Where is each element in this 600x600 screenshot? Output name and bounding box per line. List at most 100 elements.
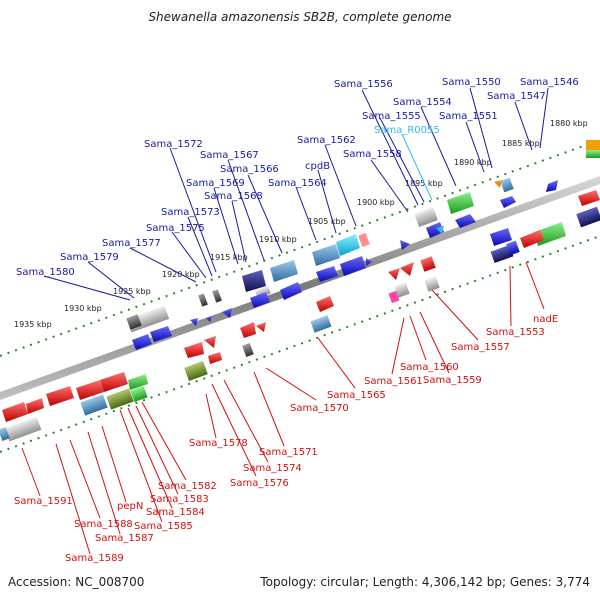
gene-feature[interactable] <box>184 361 208 381</box>
gene-feature[interactable] <box>366 258 372 266</box>
gene-feature[interactable] <box>100 372 128 392</box>
gene-feature[interactable] <box>0 426 10 442</box>
gene-feature[interactable] <box>250 292 270 308</box>
gene-feature[interactable] <box>206 316 212 322</box>
gene-feature[interactable] <box>506 240 520 256</box>
gene-label[interactable]: Sama_1576 <box>230 478 289 489</box>
gene-label[interactable]: pepN <box>117 501 143 512</box>
gene-feature[interactable] <box>46 386 74 406</box>
gene-label[interactable]: Sama_1591 <box>14 496 73 507</box>
gene-label[interactable]: Sama_1564 <box>268 178 327 189</box>
gene-label[interactable]: Sama_1559 <box>423 375 482 386</box>
gene-feature[interactable] <box>208 352 222 364</box>
gene-feature[interactable] <box>336 234 360 256</box>
gene-feature[interactable] <box>256 322 266 332</box>
gene-label[interactable]: Sama_1566 <box>220 164 279 175</box>
gene-feature[interactable] <box>150 326 172 342</box>
gene-feature[interactable] <box>520 230 544 248</box>
gene-label[interactable]: Sama_R0055 <box>374 125 440 136</box>
gene-feature[interactable] <box>358 232 370 248</box>
gene-feature[interactable] <box>586 150 600 158</box>
gene-label[interactable]: Sama_1573 <box>161 207 220 218</box>
gene-feature[interactable] <box>500 177 514 193</box>
gene-label[interactable]: Sama_1557 <box>451 342 510 353</box>
gene-feature[interactable] <box>424 276 440 292</box>
gene-feature[interactable] <box>240 322 256 338</box>
gene-feature[interactable] <box>400 262 414 276</box>
gene-feature[interactable] <box>270 260 298 282</box>
gene-feature[interactable] <box>316 266 338 282</box>
gene-label[interactable]: Sama_1560 <box>400 362 459 373</box>
gene-feature[interactable] <box>242 342 254 358</box>
gene-feature[interactable] <box>80 394 108 416</box>
gene-feature[interactable] <box>204 336 216 348</box>
gene-label[interactable]: Sama_1574 <box>243 463 302 474</box>
gene-feature[interactable] <box>198 293 208 307</box>
gene-feature[interactable] <box>436 226 444 234</box>
gene-label[interactable]: Sama_1547 <box>487 91 546 102</box>
gene-feature[interactable] <box>280 282 302 300</box>
gene-feature[interactable] <box>455 214 476 228</box>
gene-feature[interactable] <box>490 244 514 264</box>
gene-label[interactable]: Sama_1588 <box>74 519 133 530</box>
gene-feature[interactable] <box>2 402 28 422</box>
gene-feature[interactable] <box>316 296 334 312</box>
gene-label[interactable]: Sama_1575 <box>146 223 205 234</box>
gene-feature[interactable] <box>184 342 204 358</box>
gene-feature[interactable] <box>76 380 104 400</box>
gene-feature[interactable] <box>106 388 134 410</box>
gene-feature[interactable] <box>400 240 410 250</box>
gene-label[interactable]: Sama_1585 <box>134 521 193 532</box>
gene-label[interactable]: cpdB <box>305 161 330 172</box>
gene-label[interactable]: Sama_1550 <box>442 77 501 88</box>
gene-feature[interactable] <box>586 140 600 150</box>
gene-label[interactable]: Sama_1572 <box>144 139 203 150</box>
gene-feature[interactable] <box>212 289 222 303</box>
gene-feature[interactable] <box>132 334 152 350</box>
gene-label[interactable]: Sama_1546 <box>520 77 579 88</box>
gene-feature[interactable] <box>26 398 44 414</box>
gene-feature[interactable] <box>426 222 444 238</box>
gene-label[interactable]: nadE <box>533 314 558 325</box>
gene-label[interactable]: Sama_1584 <box>146 507 205 518</box>
gene-feature[interactable] <box>222 308 232 318</box>
gene-feature[interactable] <box>546 180 558 192</box>
gene-feature[interactable] <box>126 314 142 330</box>
gene-feature[interactable] <box>490 228 512 246</box>
gene-feature[interactable] <box>4 416 42 442</box>
gene-feature[interactable] <box>242 270 266 292</box>
gene-label[interactable]: Sama_1556 <box>334 79 393 90</box>
gene-label[interactable]: Sama_1562 <box>297 135 356 146</box>
gene-feature[interactable] <box>494 180 502 188</box>
gene-feature[interactable] <box>414 207 438 227</box>
gene-feature[interactable] <box>447 192 474 214</box>
gene-feature[interactable] <box>578 190 600 206</box>
gene-feature[interactable] <box>340 256 366 276</box>
gene-feature[interactable] <box>310 315 332 333</box>
gene-label[interactable]: Sama_1567 <box>200 150 259 161</box>
gene-feature[interactable] <box>500 196 516 208</box>
gene-label[interactable]: Sama_1551 <box>439 111 498 122</box>
gene-feature[interactable] <box>394 282 410 298</box>
gene-label[interactable]: Sama_1580 <box>16 267 75 278</box>
gene-label[interactable]: Sama_1565 <box>327 390 386 401</box>
gene-label[interactable]: Sama_1561 <box>364 376 423 387</box>
gene-feature[interactable] <box>130 385 148 403</box>
gene-feature[interactable] <box>128 374 148 390</box>
gene-label[interactable]: Sama_1587 <box>95 533 154 544</box>
gene-label[interactable]: Sama_1569 <box>186 178 245 189</box>
gene-label[interactable]: Sama_1568 <box>204 191 263 202</box>
gene-label[interactable]: Sama_1578 <box>189 438 248 449</box>
gene-label[interactable]: Sama_1582 <box>158 481 217 492</box>
gene-label[interactable]: Sama_1571 <box>259 447 318 458</box>
gene-label[interactable]: Sama_1579 <box>60 252 119 263</box>
gene-label[interactable]: Sama_1553 <box>486 327 545 338</box>
gene-label[interactable]: Sama_1577 <box>102 238 161 249</box>
gene-label[interactable]: Sama_1589 <box>65 553 124 564</box>
gene-feature[interactable] <box>420 256 436 272</box>
gene-feature[interactable] <box>576 206 600 228</box>
gene-feature[interactable] <box>312 244 340 266</box>
gene-label[interactable]: Sama_1583 <box>150 494 209 505</box>
gene-label[interactable]: Sama_1554 <box>393 97 452 108</box>
gene-feature[interactable] <box>388 290 400 304</box>
